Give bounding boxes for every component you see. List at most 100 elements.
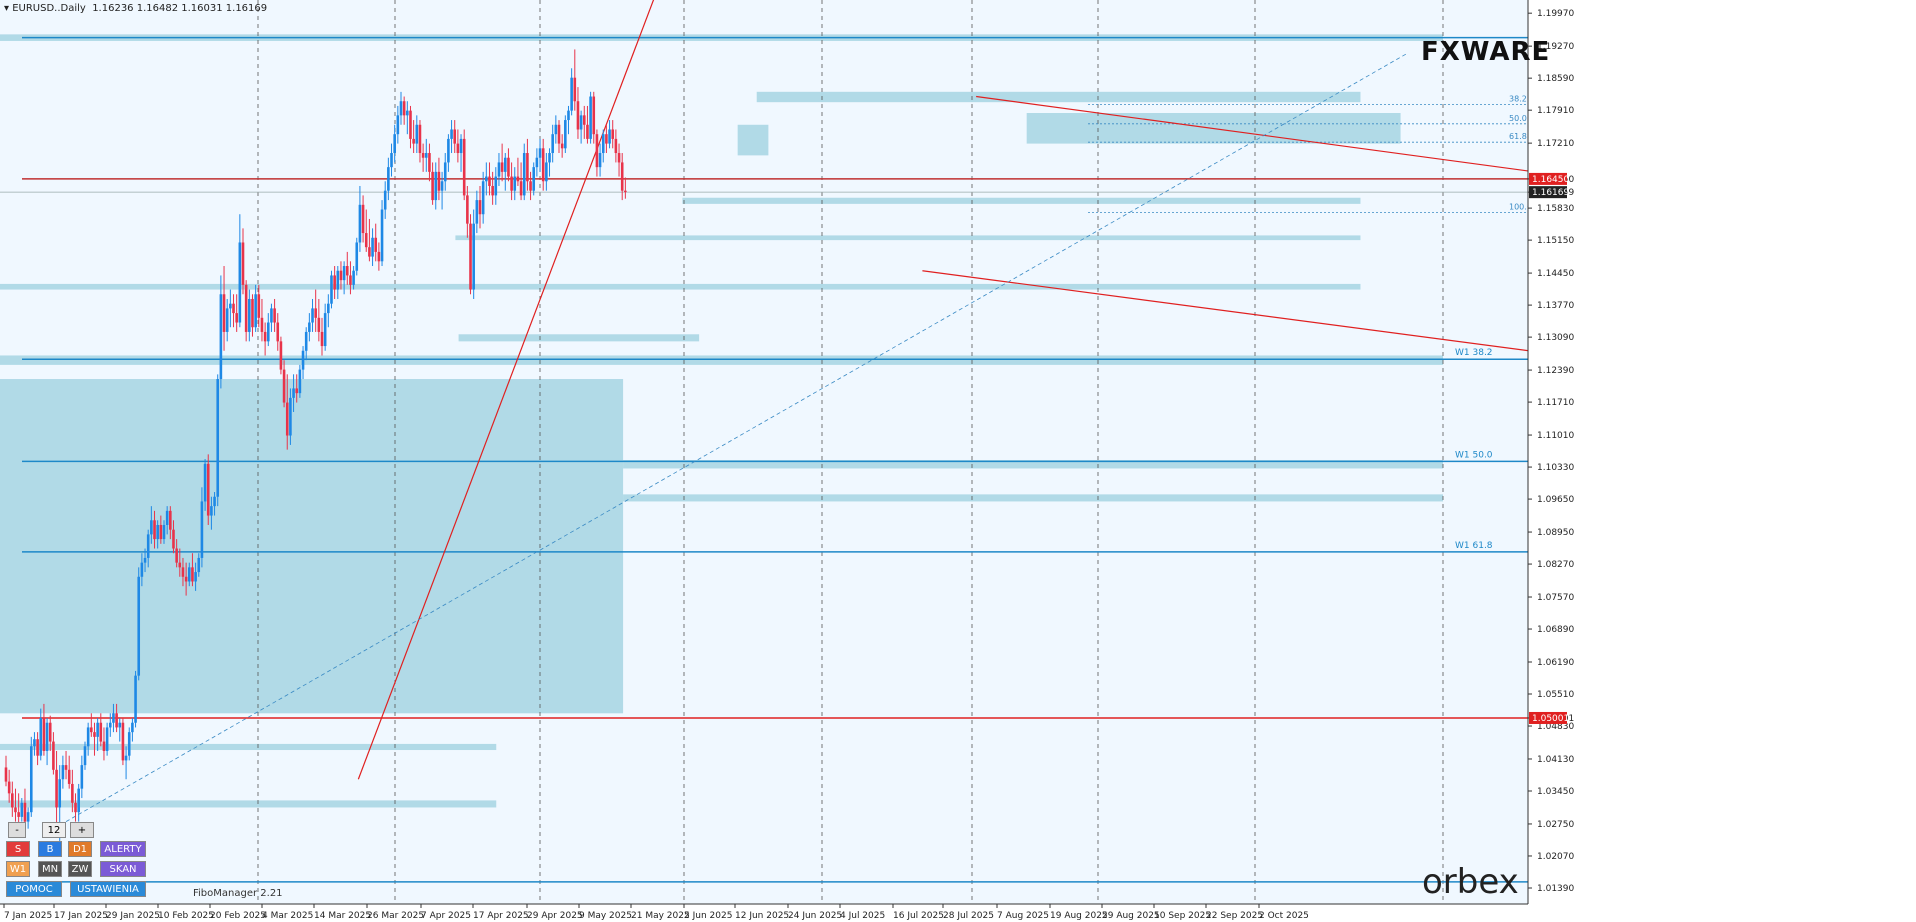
orbex-logo: orbex (1422, 862, 1519, 902)
buy-button[interactable]: B (38, 841, 62, 857)
price-tick-label: 1.10330 (1537, 463, 1574, 473)
candle-body (466, 195, 469, 224)
candle-body (380, 209, 384, 262)
candle-body (150, 520, 153, 535)
indicator-footer: FiboManager 2.21 (193, 888, 283, 899)
price-tick-label: 1.15830 (1537, 204, 1574, 214)
fib-label: 38.2 (1509, 95, 1527, 104)
candle-body (573, 77, 577, 102)
candle-body (93, 732, 96, 737)
candle-body (440, 181, 444, 191)
candle-body (409, 110, 412, 139)
candle-body (187, 567, 191, 582)
candle-body (601, 134, 605, 154)
date-tick-label: 4 Mar 2025 (262, 911, 313, 921)
candle-body (548, 153, 551, 163)
date-axis-bg (0, 904, 1916, 922)
candle-body (127, 732, 131, 756)
candle-body (396, 115, 400, 135)
date-tick-label: 29 Aug 2025 (1102, 911, 1160, 921)
candle-body (285, 402, 289, 436)
w1-button[interactable]: W1 (6, 861, 30, 877)
candle-body (292, 388, 295, 398)
candle-body (238, 242, 242, 323)
candle-body (273, 308, 276, 323)
candle-body (608, 129, 611, 144)
candle-body (595, 134, 599, 168)
date-tick-label: 14 Mar 2025 (314, 911, 371, 921)
candle-body (86, 727, 90, 747)
candle-body (327, 303, 330, 314)
candle-body (301, 350, 305, 370)
trendline (65, 53, 1407, 822)
candle-body (431, 171, 434, 201)
candle-body (108, 722, 112, 728)
candle-body (45, 722, 49, 751)
candle-body (29, 746, 33, 813)
help-button[interactable]: POMOC (6, 881, 62, 897)
price-label: 1.05001 (1532, 714, 1569, 724)
candle-body (206, 463, 210, 516)
candle-body (538, 148, 542, 158)
level-label: W1 38.2 (1455, 348, 1493, 358)
candle-body (115, 713, 118, 728)
settings-button[interactable]: USTAWIENIA (70, 881, 146, 897)
candle-body (229, 303, 232, 309)
candle-body (428, 153, 431, 172)
candle-body (102, 741, 106, 751)
price-tick-label: 1.02070 (1537, 852, 1574, 862)
candle-body (121, 722, 125, 761)
candle-body (64, 765, 68, 770)
date-tick-label: 19 Aug 2025 (1050, 911, 1108, 921)
candle-body (197, 557, 201, 573)
period-value-field[interactable]: 12 (42, 822, 66, 838)
candle-body (118, 722, 122, 728)
fib-label: 50.0 (1509, 114, 1527, 123)
sell-button[interactable]: S (6, 841, 30, 857)
candle-body (52, 741, 55, 770)
price-tick-label: 1.12390 (1537, 366, 1574, 376)
scan-button[interactable]: SKAN (100, 861, 146, 877)
candle-body (23, 802, 27, 822)
candle-body (77, 788, 80, 813)
candle-body (503, 157, 507, 172)
chart-header: ▾ EURUSD..Daily 1.16236 1.16482 1.16031 … (4, 3, 267, 14)
date-tick-label: 7 Jan 2025 (4, 911, 52, 921)
candle-body (39, 718, 43, 756)
alerts-button[interactable]: ALERTY (100, 841, 146, 857)
date-tick-label: 7 Aug 2025 (997, 911, 1049, 921)
zw-button[interactable]: ZW (68, 861, 92, 877)
candle-body (510, 176, 513, 191)
increment-button[interactable]: + (70, 822, 94, 838)
candle-body (567, 110, 570, 121)
candle-body (478, 200, 482, 215)
candle-body (472, 223, 475, 290)
candle-body (579, 115, 583, 130)
candle-body (371, 237, 374, 257)
candle-body (225, 308, 229, 332)
candle-body (421, 153, 425, 158)
candle-body (355, 242, 359, 271)
d1-button[interactable]: D1 (68, 841, 92, 857)
mn-button[interactable]: MN (38, 861, 62, 877)
candle-body (345, 266, 349, 276)
candle-body (447, 138, 450, 163)
candle-body (311, 308, 314, 323)
candle-body (263, 331, 267, 342)
candle-body (184, 576, 188, 582)
price-tick-label: 1.05510 (1537, 690, 1574, 700)
candle-body (105, 727, 109, 751)
decrement-button[interactable]: - (8, 822, 26, 838)
candle-body (112, 713, 115, 723)
candle-body (516, 176, 520, 182)
sr-zone (0, 355, 1443, 365)
level-label: W1 61.8 (1455, 541, 1493, 551)
dropdown-triangle-icon[interactable]: ▾ (4, 3, 13, 14)
candle-body (560, 143, 564, 149)
candle-body (80, 765, 84, 789)
candle-body (260, 317, 264, 332)
candle-body (349, 275, 352, 285)
candle-body (545, 162, 548, 182)
price-label-bg (1529, 172, 1567, 185)
